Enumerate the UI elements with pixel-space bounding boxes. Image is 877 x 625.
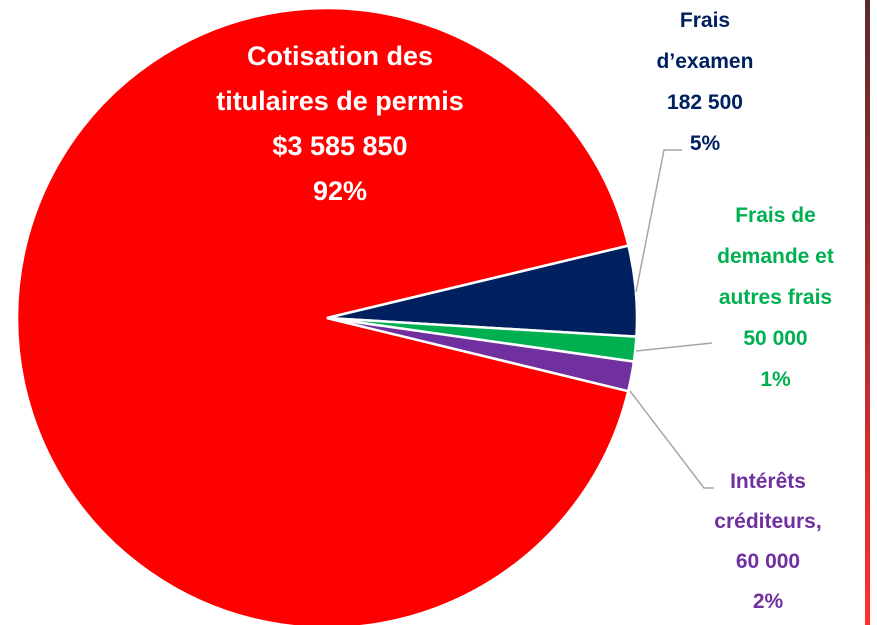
- percent-label: 92%: [312, 176, 368, 206]
- category-label: Cotisation des titulaires de permis: [216, 41, 464, 116]
- edge-bar: [865, 0, 870, 625]
- leader-line: [629, 390, 714, 489]
- category-label: Intérêts créditeurs,: [714, 470, 822, 533]
- value-label: 50 000: [743, 327, 808, 350]
- slice-label: Cotisation des titulaires de permis $3 5…: [205, 34, 475, 214]
- value-label: $3 585 850: [272, 131, 408, 161]
- percent-label: 5%: [689, 132, 721, 155]
- slice: [326, 316, 636, 393]
- category-label: Frais de demande et autres frais: [717, 204, 834, 309]
- slice-label: Frais d’examen 182 500 5%: [645, 0, 765, 164]
- value-label: 60 000: [735, 550, 801, 573]
- slice-label: Frais de demande et autres frais 50 000 …: [698, 195, 853, 400]
- slice: [15, 6, 630, 625]
- leader-line: [635, 342, 713, 352]
- value-label: 182 500: [667, 91, 743, 114]
- leader-line: [635, 149, 682, 293]
- slice-label: Intérêts créditeurs, 60 000 2%: [698, 462, 838, 622]
- percent-label: 2%: [752, 590, 784, 613]
- category-label: Frais d’examen: [656, 9, 754, 73]
- percent-label: 1%: [760, 368, 791, 391]
